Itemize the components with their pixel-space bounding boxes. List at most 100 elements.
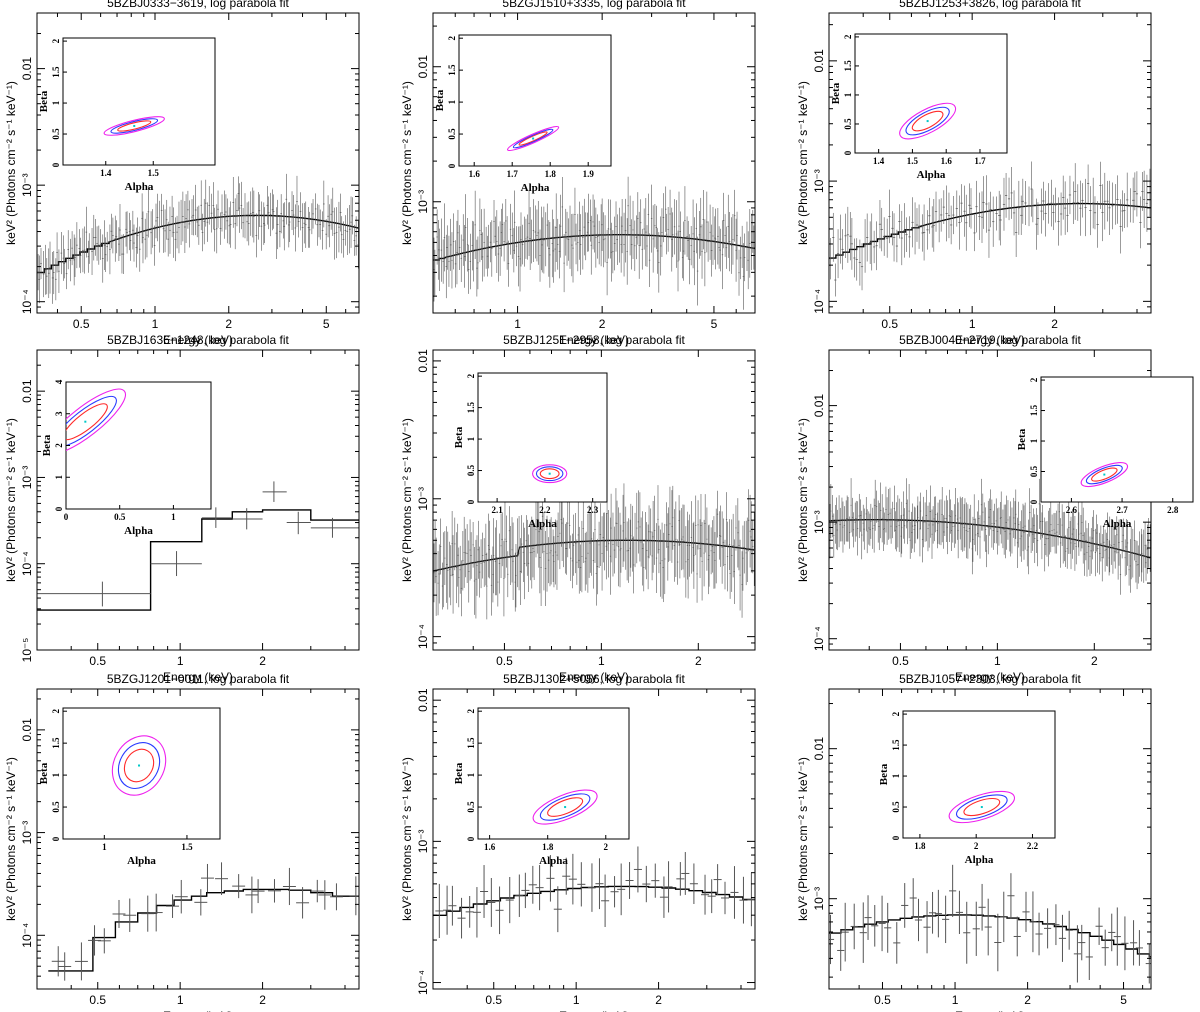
plot-frame [36, 12, 360, 314]
contour-outer [532, 464, 568, 484]
inset-x-tick-label: 1.6 [941, 156, 953, 166]
x-tick-label: 5 [711, 317, 718, 331]
inset-y-tick-label: 1 [447, 99, 457, 104]
contour-inner [963, 797, 1001, 817]
panel-title: 5BZBJ1253+3826, log parabola fit [899, 0, 1081, 10]
x-axis-label: Energy (keV) [559, 1009, 629, 1012]
inset-y-tick-label: 0.5 [1029, 465, 1039, 477]
inset-frame [854, 33, 1008, 154]
contour-outer [899, 102, 957, 140]
inset-y-tick-label: 0.5 [51, 801, 61, 813]
inset-frame [477, 372, 608, 503]
x-tick-label: 2 [599, 317, 606, 331]
y-axis-label: keV² (Photons cm⁻² s⁻¹ keV⁻¹) [796, 81, 810, 245]
x-tick-label: 0.5 [89, 654, 106, 668]
model-curve [829, 519, 1151, 559]
contour-middle [1085, 464, 1123, 485]
inset-x-tick-label: 1.7 [974, 156, 986, 166]
x-tick-label: 2 [225, 317, 232, 331]
contour-inner [66, 403, 108, 441]
inset-x-tick-label: 1.4 [873, 156, 885, 166]
x-axis-label: Energy (keV) [163, 1009, 233, 1012]
inset-x-label: Alpha [1103, 518, 1132, 530]
y-tick-label: 10⁻³ [20, 173, 34, 197]
y-tick-label: 10⁻³ [20, 466, 34, 490]
x-tick-label: 1 [573, 993, 580, 1007]
y-tick-label: 10⁻⁴ [416, 970, 430, 995]
x-tick-label: 1 [969, 317, 976, 331]
x-axis-label: Energy (keV) [955, 1009, 1025, 1012]
inset-x-tick-label: 1.5 [907, 156, 919, 166]
inset-y-tick-label: 0 [54, 506, 64, 511]
best-fit-marker [548, 472, 551, 475]
inset-y-tick-label: 2 [1029, 377, 1039, 382]
inset-y-label: Beta [878, 763, 890, 785]
y-axis-label: keV² (Photons cm⁻² s⁻¹ keV⁻¹) [796, 757, 810, 921]
y-tick-label: 0.01 [20, 718, 34, 742]
y-axis-label: keV² (Photons cm⁻² s⁻¹ keV⁻¹) [4, 418, 18, 582]
x-axis-label: Energy (keV) [163, 333, 233, 347]
x-tick-label: 1 [177, 993, 184, 1007]
y-tick-label: 10⁻⁴ [416, 624, 430, 649]
best-fit-marker [1103, 473, 1106, 476]
x-tick-label: 1 [514, 317, 521, 331]
inset-x-tick-label: 2.3 [587, 505, 599, 515]
data-layer [829, 864, 1151, 984]
contour-middle [117, 742, 161, 789]
plot-frame [828, 688, 1152, 990]
y-tick-label: 0.01 [20, 57, 34, 81]
y-tick-label: 10⁻⁴ [812, 626, 826, 651]
inset-y-tick-label: 1 [51, 100, 61, 105]
contour-inner [1091, 467, 1118, 482]
x-tick-label: 0.5 [485, 993, 502, 1007]
inset-x-tick-label: 1.6 [484, 842, 496, 852]
x-tick-label: 0.5 [496, 654, 513, 668]
contour-inner [518, 131, 548, 146]
spectrum-panel: 5BZBJ0333−3619, log parabola fit Energy (… [4, 0, 360, 347]
contour-inset: 0 0.5 1 0 1 2 3 4 Alpha Beta [41, 379, 212, 537]
model-curve [37, 214, 359, 274]
data-layer [433, 475, 755, 620]
inset-y-label: Beta [830, 82, 842, 104]
inset-x-tick-label: 2 [604, 842, 609, 852]
contour-layer [111, 735, 167, 796]
inset-y-tick-label: 1.5 [51, 66, 61, 78]
inset-y-tick-label: 0.5 [466, 801, 476, 813]
x-tick-label: 0.5 [89, 993, 106, 1007]
inset-x-tick-label: 2.1 [491, 505, 503, 515]
inset-y-tick-label: 0.5 [466, 464, 476, 476]
inset-x-tick-label: 1.4 [100, 168, 112, 178]
best-fit-marker [138, 764, 141, 767]
x-tick-label: 1 [177, 654, 184, 668]
inset-y-tick-label: 2 [843, 34, 853, 39]
data-layer [37, 173, 359, 304]
contour-inset: 1.4 1.5 1.6 1.7 0 0.5 1 1.5 2 Alpha Beta [830, 33, 1008, 181]
y-axis-label: keV² (Photons cm⁻² s⁻¹ keV⁻¹) [400, 81, 414, 245]
x-axis-label: Energy (keV) [955, 333, 1025, 347]
y-tick-label: 10⁻⁴ [20, 551, 34, 576]
inset-x-label: Alpha [528, 518, 557, 530]
contour-outer [103, 116, 165, 136]
contour-layer [532, 789, 598, 825]
inset-y-tick-label: 2 [447, 35, 457, 40]
x-tick-label: 5 [323, 317, 330, 331]
inset-y-label: Beta [41, 434, 53, 456]
x-tick-label: 1 [152, 317, 159, 331]
y-tick-label: 0.01 [812, 737, 826, 761]
inset-y-label: Beta [1016, 428, 1028, 450]
inset-x-tick-label: 2.2 [1027, 841, 1039, 851]
plot-frame [432, 12, 756, 314]
contour-middle [539, 793, 591, 821]
panel-title: 5BZBJ1251−2958, log parabola fit [503, 333, 685, 347]
model-curve [829, 202, 1151, 259]
inset-y-tick-label: 1.5 [1029, 404, 1039, 416]
panel-title: 5BZGJ1201−0011, log parabola fit [107, 672, 290, 686]
contour-outer [66, 388, 126, 455]
contour-middle [905, 106, 950, 136]
inset-x-tick-label: 0.5 [114, 512, 126, 522]
inset-x-tick-label: 2.6 [1066, 505, 1078, 515]
